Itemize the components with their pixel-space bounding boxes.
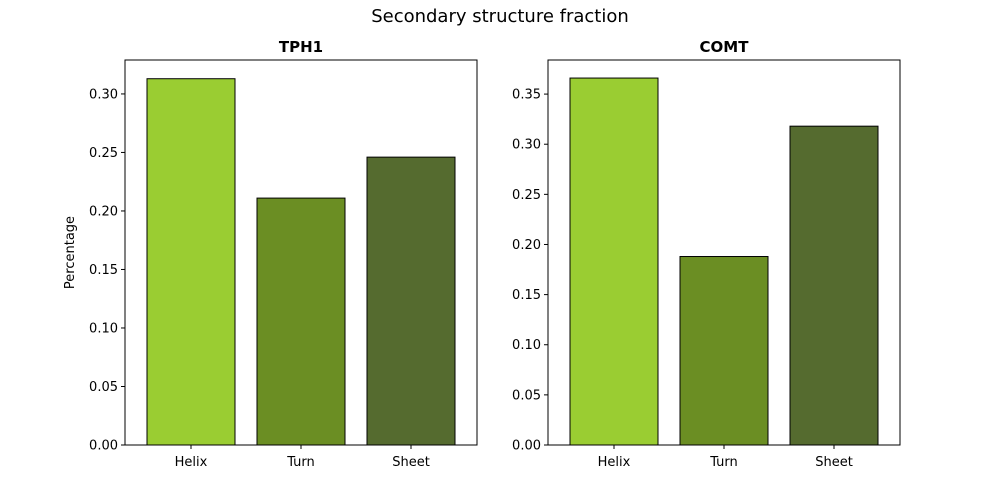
bar-turn <box>680 257 768 445</box>
y-tick-label: 0.15 <box>89 263 118 278</box>
bar-helix <box>147 79 235 445</box>
x-tick-label: Sheet <box>815 455 853 470</box>
x-tick-label: Turn <box>709 455 738 470</box>
y-tick-label: 0.25 <box>89 146 118 161</box>
y-tick-label: 0.20 <box>512 238 541 253</box>
x-tick-label: Turn <box>286 455 315 470</box>
y-axis-label: Percentage <box>63 216 78 289</box>
y-tick-label: 0.05 <box>512 388 541 403</box>
y-tick-label: 0.20 <box>89 204 118 219</box>
y-tick-label: 0.05 <box>89 380 118 395</box>
y-tick-label: 0.15 <box>512 288 541 303</box>
x-tick-label: Sheet <box>392 455 430 470</box>
bar-sheet <box>790 126 878 445</box>
y-tick-label: 0.25 <box>512 188 541 203</box>
y-tick-label: 0.10 <box>89 321 118 336</box>
panel-title: TPH1 <box>279 38 323 56</box>
y-tick-label: 0.10 <box>512 338 541 353</box>
y-tick-label: 0.00 <box>89 439 118 454</box>
bar-sheet <box>367 157 455 445</box>
bar-turn <box>257 198 345 445</box>
y-tick-label: 0.35 <box>512 88 541 103</box>
x-tick-label: Helix <box>175 455 208 470</box>
y-tick-label: 0.30 <box>89 87 118 102</box>
y-tick-label: 0.30 <box>512 138 541 153</box>
bar-helix <box>570 78 658 445</box>
y-tick-label: 0.00 <box>512 439 541 454</box>
panel-title: COMT <box>700 38 750 56</box>
x-tick-label: Helix <box>598 455 631 470</box>
